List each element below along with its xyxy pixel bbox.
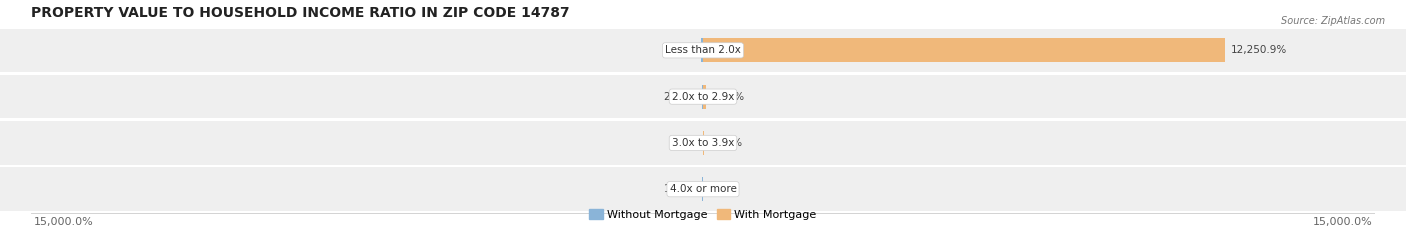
Bar [0,29,1406,72]
Text: 47.0%: 47.0% [662,45,696,55]
Text: 2.8%: 2.8% [709,184,735,194]
Text: Less than 2.0x: Less than 2.0x [665,45,741,55]
Text: 65.6%: 65.6% [711,92,744,102]
Text: 16.8%: 16.8% [664,184,697,194]
Text: Source: ZipAtlas.com: Source: ZipAtlas.com [1281,16,1385,26]
Bar [703,38,1225,62]
Text: 25.4%: 25.4% [664,92,697,102]
Text: 12,250.9%: 12,250.9% [1230,45,1286,55]
Bar [703,85,706,109]
Text: 4.0x or more: 4.0x or more [669,184,737,194]
Text: 2.0x to 2.9x: 2.0x to 2.9x [672,92,734,102]
Bar [0,75,1406,118]
Text: 21.8%: 21.8% [709,138,742,148]
Bar [0,168,1406,211]
Text: 3.0x to 3.9x: 3.0x to 3.9x [672,138,734,148]
Legend: Without Mortgage, With Mortgage: Without Mortgage, With Mortgage [585,205,821,224]
Text: 8.8%: 8.8% [671,138,697,148]
Bar [0,121,1406,165]
Text: PROPERTY VALUE TO HOUSEHOLD INCOME RATIO IN ZIP CODE 14787: PROPERTY VALUE TO HOUSEHOLD INCOME RATIO… [31,6,569,20]
Bar [702,38,703,62]
